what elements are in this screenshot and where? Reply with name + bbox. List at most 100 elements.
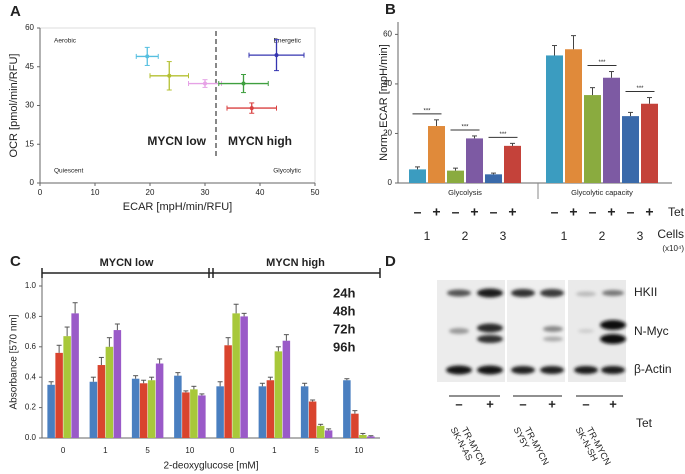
point xyxy=(203,81,207,86)
bar xyxy=(216,386,224,438)
bar xyxy=(71,313,79,438)
bar xyxy=(367,436,375,438)
tet-label: – xyxy=(414,204,422,220)
tet-label: + xyxy=(508,204,516,220)
legend-label: 24h xyxy=(333,285,355,300)
x-tick-label: 1 xyxy=(272,446,277,455)
bar xyxy=(546,55,563,183)
tet-label: – xyxy=(490,204,498,220)
bar xyxy=(266,380,275,438)
panel-letter: D xyxy=(385,253,396,270)
significance-label: *** xyxy=(499,132,507,138)
bar xyxy=(324,430,333,438)
bar xyxy=(343,380,351,438)
point xyxy=(145,54,150,59)
bar xyxy=(504,145,521,183)
tet-label: + xyxy=(569,204,577,220)
x-tick-label: 0 xyxy=(230,446,235,455)
y-tick-label: 15 xyxy=(25,139,34,148)
bar xyxy=(240,316,248,438)
tet-label: + xyxy=(486,396,494,411)
band xyxy=(511,289,535,297)
band xyxy=(574,366,598,374)
x-tick-label: 10 xyxy=(91,188,100,197)
bar xyxy=(466,138,483,183)
bar xyxy=(190,389,198,438)
significance-label: *** xyxy=(598,60,606,66)
x-axis-title: ECAR [mpH/min/RFU] xyxy=(123,201,232,213)
cell-label: 2 xyxy=(462,229,469,243)
x-tick-label: 0 xyxy=(61,446,66,455)
bar xyxy=(258,386,267,438)
band xyxy=(511,366,535,374)
bar xyxy=(182,392,190,438)
quadrant-label: Quiescent xyxy=(54,168,83,175)
bar xyxy=(147,380,156,438)
tet-label: – xyxy=(519,396,526,411)
bar xyxy=(428,126,445,183)
blot-membrane xyxy=(568,280,626,382)
point xyxy=(249,106,254,111)
y-tick-label: 0.6 xyxy=(25,342,37,351)
x-tick-label: Glycolysis xyxy=(448,188,482,197)
y-tick-label: 0 xyxy=(388,178,393,187)
bar xyxy=(584,95,601,183)
x-tick-label: 1 xyxy=(103,446,108,455)
band xyxy=(543,326,563,332)
panel-letter: C xyxy=(10,253,21,270)
y-tick-label: 0.8 xyxy=(25,312,37,321)
bar xyxy=(351,413,359,438)
quadrant-label: Energetic xyxy=(274,38,302,45)
bar xyxy=(232,313,240,438)
bar xyxy=(409,169,426,183)
bar xyxy=(485,174,502,183)
significance-label: *** xyxy=(461,125,469,131)
bar xyxy=(300,386,309,438)
bar xyxy=(113,330,122,438)
band xyxy=(477,323,503,333)
y-tick-label: 0.2 xyxy=(25,403,37,412)
band xyxy=(477,335,503,343)
cells-unit: (x10⁴) xyxy=(662,244,684,253)
panel-letter: B xyxy=(385,1,396,18)
x-tick-label: 30 xyxy=(201,188,210,197)
tet-label: – xyxy=(551,204,559,220)
cell-label: 1 xyxy=(424,229,431,243)
band xyxy=(447,289,471,297)
x-tick-label: Glycolytic capacity xyxy=(571,188,633,197)
western-blot xyxy=(437,280,626,382)
cells-title: Cells xyxy=(657,227,684,241)
x-tick-label: 40 xyxy=(256,188,265,197)
y-tick-label: 45 xyxy=(25,62,34,71)
y-tick-label: 1.0 xyxy=(25,281,37,290)
bar xyxy=(131,378,140,438)
band xyxy=(576,291,596,297)
y-axis-title: Norm. ECAR [mpH/min] xyxy=(378,44,390,161)
y-tick-label: 20 xyxy=(383,129,392,138)
tet-label: – xyxy=(582,396,589,411)
legend-label: 96h xyxy=(333,339,355,354)
significance-label: *** xyxy=(423,108,431,114)
y-axis-title: Absorbance [570 nm] xyxy=(9,314,20,409)
tet-title: Tet xyxy=(668,205,685,219)
bar xyxy=(89,381,98,438)
bar xyxy=(308,401,317,438)
group-label: MYCN high xyxy=(266,257,325,269)
tet-label: – xyxy=(589,204,597,220)
y-tick-label: 40 xyxy=(383,79,392,88)
bar xyxy=(97,365,106,438)
bar xyxy=(139,383,148,438)
group-label: MYCN high xyxy=(228,134,292,148)
plot-frame xyxy=(39,27,316,184)
bar xyxy=(174,375,182,438)
protein-label: N-Myc xyxy=(634,324,669,338)
cell-label: 2 xyxy=(599,229,606,243)
x-tick-label: 10 xyxy=(185,446,194,455)
point xyxy=(167,73,172,78)
bar xyxy=(282,340,291,438)
bar xyxy=(447,170,464,183)
y-axis-title: OCR [pmol/min/RFU] xyxy=(8,54,20,158)
y-tick-label: 60 xyxy=(383,29,392,38)
bar xyxy=(224,345,232,438)
band xyxy=(602,290,624,296)
